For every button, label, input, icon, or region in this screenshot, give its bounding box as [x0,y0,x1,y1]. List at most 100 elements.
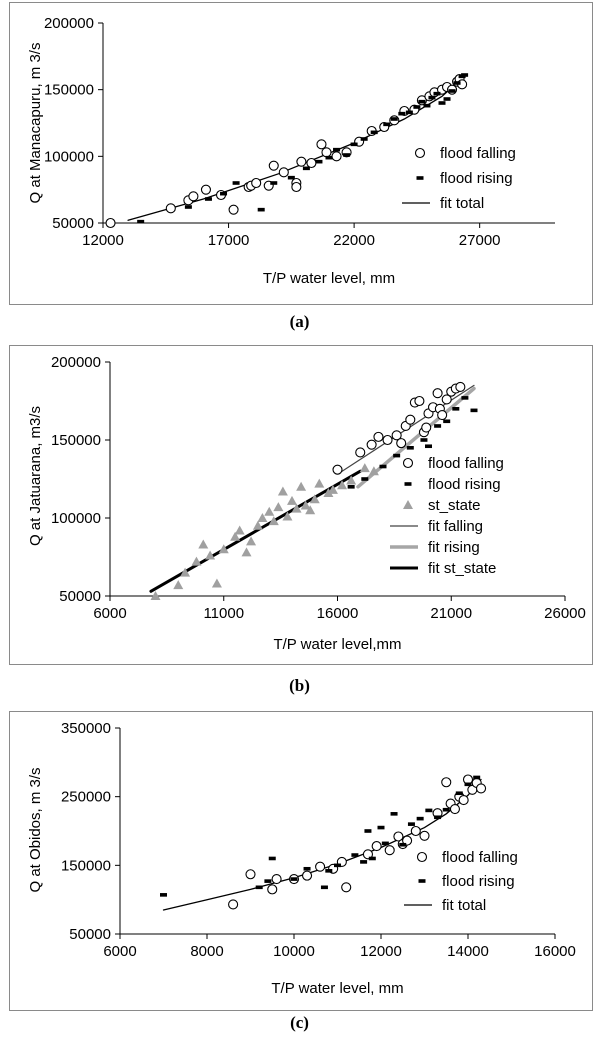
data-point-flood-rising [443,97,451,101]
legend-label-flood-falling: flood falling [428,455,504,472]
x-tick-label: 26000 [544,605,586,622]
data-point-st-state [359,463,370,473]
data-point-flood-rising [368,856,376,861]
x-axis-label: T/P water level, mm [271,980,403,997]
data-point-st-state [241,547,252,557]
data-point-st-state [287,495,297,505]
data-point-flood-falling [228,204,239,215]
data-point-flood-rising [232,181,240,185]
y-tick-label: 250000 [61,789,111,806]
data-point-flood-rising [420,438,428,442]
data-point-flood-rising [418,99,426,104]
data-point-flood-rising [425,444,432,449]
data-point-st-state [173,580,184,590]
x-tick-label: 6000 [103,943,136,960]
legend-swatch-flood-falling [414,147,426,159]
data-point-flood-rising [434,815,442,820]
data-point-flood-rising [257,207,265,212]
data-point-flood-falling [437,409,448,421]
data-point-flood-falling [391,430,402,441]
data-point-flood-falling [410,825,421,837]
x-tick-label: 21000 [430,605,472,622]
data-point-flood-rising [455,791,463,796]
x-axis-label: T/P water level, mm [263,270,395,287]
data-point-flood-falling [396,438,407,449]
chart-c-svg: 50000 150000 250000 350000 6000 8000 10000 1200… [27,720,576,997]
x-tick-label: 27000 [459,232,501,249]
data-point-flood-rising [184,205,192,209]
legend-label-fit-total: fit total [442,897,486,914]
data-point-flood-rising [350,142,358,147]
data-point-flood-rising [438,101,446,105]
data-point-flood-falling [271,874,282,885]
legend-label-fit-total: fit total [440,195,484,212]
data-point-flood-falling [268,160,279,171]
data-point-flood-rising [416,816,424,821]
legend-label-flood-falling: flood falling [442,849,518,866]
data-point-flood-rising [399,842,407,847]
data-point-flood-falling [228,899,239,910]
data-point-flood-rising [464,782,472,787]
data-point-flood-falling [315,861,326,872]
data-point-st-state [327,484,338,494]
data-point-flood-rising [406,446,414,450]
data-point-st-state [277,486,288,496]
y-axis-label: Q at Obidos, m 3/s [27,767,44,892]
data-point-flood-falling [316,139,327,150]
data-point-st-state [300,500,311,510]
data-point-flood-rising [452,407,460,411]
legend-label-fit-falling: fit falling [428,518,483,535]
data-point-st-state [337,480,348,490]
chart-b-svg: 50000 100000 150000 200000 6000 11000 16000 210… [27,354,586,653]
data-point-flood-rising [315,159,323,164]
x-tick-label: 6000 [93,605,126,622]
series-line-fit-total [162,778,482,911]
data-point-flood-rising [302,166,310,171]
data-point-flood-rising [405,110,413,115]
x-tick-label: 8000 [190,943,223,960]
data-point-flood-rising [407,822,415,826]
data-point-st-state [296,481,307,491]
legend-swatch-flood-rising [416,176,424,180]
data-point-flood-rising [413,105,421,109]
data-point-flood-falling [301,870,313,881]
data-point-flood-rising [383,122,391,127]
data-point-flood-falling [384,845,395,856]
data-point-flood-falling [441,394,452,405]
data-point-flood-rising [333,147,341,152]
data-point-flood-rising [381,841,389,846]
series-line-fit-rising [356,386,476,489]
legend-label-flood-rising: flood rising [428,476,501,493]
data-point-flood-rising [434,424,442,428]
data-point-flood-falling [419,830,430,841]
chart-panel-a: 50000 100000 150000 200000 12000 17000 22000 27… [9,2,593,305]
data-point-flood-falling [449,803,461,815]
y-tick-label: 350000 [61,720,111,737]
data-point-flood-falling [278,167,289,178]
data-point-flood-rising [351,853,359,857]
data-point-flood-falling [458,795,469,806]
data-point-st-state [257,513,268,522]
data-point-flood-falling [332,464,343,475]
caption-b: (b) [289,676,310,695]
data-point-flood-rising [160,893,167,897]
legend-swatch-flood-falling [402,457,414,469]
x-tick-label: 12000 [82,232,124,249]
data-point-flood-rising [448,89,456,93]
data-point-flood-falling [414,395,425,407]
data-point-flood-rising [270,181,278,185]
data-point-flood-rising [461,396,469,400]
data-point-flood-rising [137,219,145,224]
data-point-flood-rising [360,137,368,141]
data-point-flood-rising [364,829,372,833]
data-point-flood-falling [188,191,199,202]
data-point-flood-rising [473,775,481,780]
data-point-flood-rising [370,130,378,135]
data-point-flood-rising [334,863,341,868]
chart-a-svg: 50000 100000 150000 200000 12000 17000 22000 27… [27,15,555,287]
data-point-flood-rising [390,117,398,121]
y-tick-label: 200000 [44,15,94,32]
legend-swatch-flood-rising [404,482,412,486]
x-tick-label: 11000 [203,605,244,622]
data-point-flood-falling [441,777,452,788]
